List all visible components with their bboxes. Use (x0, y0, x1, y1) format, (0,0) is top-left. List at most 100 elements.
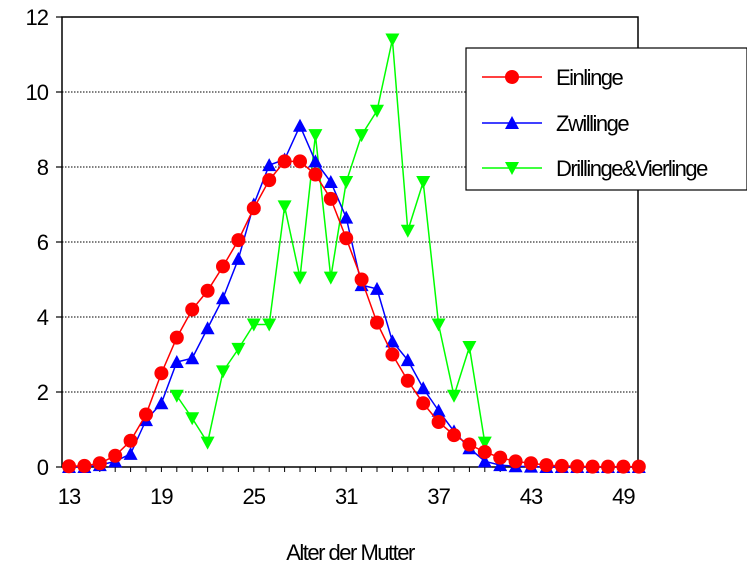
legend-label: Einlinge (556, 65, 624, 90)
series-line (176, 39, 486, 445)
data-point (416, 176, 431, 189)
data-point (185, 302, 200, 317)
x-axis-title: Alter der Mutter (286, 540, 415, 565)
y-tick-label: 6 (37, 230, 49, 255)
data-point (416, 396, 431, 411)
data-point (339, 176, 354, 189)
legend-entry: Drillinge&Vierlinge (482, 156, 710, 181)
legend-entry: Zwillinge (482, 111, 631, 136)
data-point (308, 154, 323, 168)
data-point (154, 396, 169, 410)
data-point (524, 456, 538, 471)
data-point (601, 459, 615, 474)
legend-marker (505, 70, 519, 84)
data-point (308, 129, 323, 143)
data-point (570, 459, 585, 474)
data-point (77, 458, 92, 473)
data-point (323, 191, 338, 206)
data-point (216, 291, 230, 305)
data-point (477, 436, 492, 450)
data-point (108, 448, 123, 463)
legend-label: Zwillinge (556, 111, 629, 136)
data-point (477, 454, 492, 468)
x-tick-label: 31 (335, 484, 358, 509)
data-point (246, 201, 261, 216)
data-series (62, 33, 646, 474)
data-point (200, 321, 215, 335)
data-point (262, 158, 277, 172)
data-point (431, 318, 446, 332)
data-point (385, 347, 400, 362)
data-point (92, 456, 107, 471)
data-point (493, 450, 508, 465)
data-point (631, 459, 646, 474)
data-point (154, 366, 169, 381)
x-tick-label: 25 (243, 484, 266, 509)
data-point (123, 433, 138, 448)
legend-entry: Einlinge (482, 65, 625, 90)
data-point (216, 259, 230, 274)
data-point (339, 210, 354, 224)
x-tick-label: 19 (150, 484, 173, 509)
data-point (231, 251, 246, 265)
data-point (293, 118, 307, 132)
series-drillinge-vierlinge (169, 33, 492, 450)
data-point (200, 283, 215, 298)
data-point (200, 436, 215, 450)
data-point (262, 318, 277, 332)
data-point (169, 330, 184, 345)
data-point (462, 341, 477, 354)
data-point (447, 428, 461, 443)
data-point (185, 351, 200, 365)
data-point (231, 342, 246, 356)
y-tick-label: 8 (37, 155, 49, 180)
data-point (277, 200, 292, 214)
x-tick-label: 43 (520, 484, 543, 509)
y-tick-label: 4 (37, 305, 49, 330)
data-point (123, 446, 138, 460)
data-point (246, 318, 261, 332)
series-einlinge (62, 154, 646, 474)
data-point (400, 224, 415, 238)
data-point (370, 281, 384, 295)
data-point (431, 415, 446, 429)
legend-marker (505, 116, 519, 129)
data-point (431, 403, 446, 417)
data-point (477, 445, 492, 459)
data-point (370, 104, 384, 118)
x-tick-label: 13 (58, 484, 81, 509)
data-point (277, 154, 292, 169)
data-point (339, 231, 354, 246)
data-point (400, 353, 415, 367)
data-point (262, 173, 277, 188)
data-point (185, 412, 200, 426)
data-point (169, 389, 184, 403)
data-point (139, 407, 153, 422)
data-point (385, 334, 400, 348)
x-tick-label: 49 (612, 484, 635, 509)
x-tick-label: 37 (427, 484, 450, 509)
data-point (539, 458, 554, 473)
data-point (447, 389, 461, 403)
data-point (169, 355, 184, 368)
data-point (385, 33, 400, 47)
data-point (293, 271, 307, 285)
data-point (216, 365, 230, 379)
y-tick-label: 0 (37, 455, 49, 480)
data-point (293, 154, 307, 169)
data-point (616, 459, 631, 474)
data-point (554, 458, 569, 473)
y-tick-label: 2 (37, 380, 49, 405)
data-point (354, 272, 369, 287)
series-line (68, 160, 639, 468)
legend-marker (505, 162, 519, 175)
data-point (462, 437, 477, 452)
y-tick-label: 10 (26, 80, 49, 105)
legend-label: Drillinge&Vierlinge (556, 156, 708, 181)
data-point (308, 167, 323, 182)
x-axis: 13 19 25 31 37 43 49 (58, 467, 640, 509)
y-axis: 0 2 4 6 8 10 12 (26, 5, 62, 480)
data-point (416, 381, 431, 395)
data-point (231, 233, 246, 248)
